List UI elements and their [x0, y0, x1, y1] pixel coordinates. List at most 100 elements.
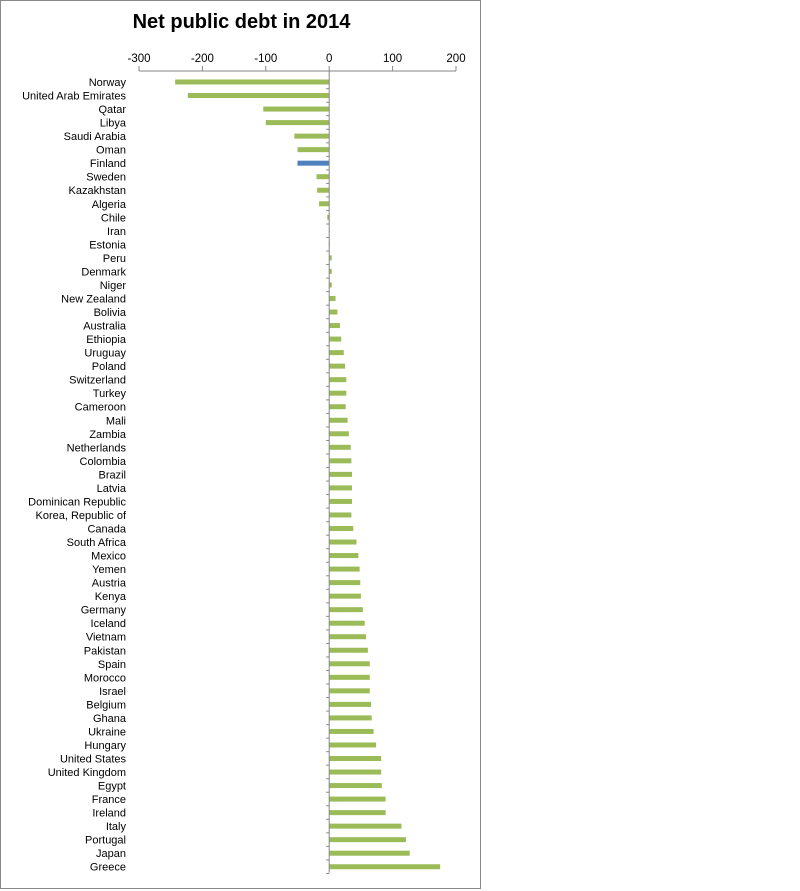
bar-united-kingdom: [329, 769, 382, 775]
category-label: Mali: [106, 415, 126, 427]
category-label: Saudi Arabia: [64, 131, 127, 143]
category-label: Uruguay: [84, 348, 126, 360]
category-label: Yemen: [92, 564, 126, 576]
bar-germany: [329, 607, 363, 613]
x-tick-label: -200: [191, 53, 214, 65]
bar-sweden: [316, 174, 330, 180]
bar-ghana: [329, 715, 372, 721]
bar-vietnam: [329, 634, 366, 640]
x-axis: -300 -200 -100 0 100 200: [127, 53, 466, 874]
category-label: United States: [60, 754, 127, 766]
category-label: South Africa: [67, 537, 127, 549]
bar-italy: [329, 823, 402, 829]
chart-frame: Net public debt in 2014 -300 -200 -100 0 100…: [0, 0, 481, 889]
category-label: Poland: [92, 361, 126, 373]
category-label: Morocco: [84, 672, 126, 684]
category-label: Ethiopia: [86, 334, 127, 346]
bar-peru: [329, 255, 332, 261]
category-label: Mexico: [91, 551, 126, 563]
category-label: Zambia: [89, 429, 127, 441]
category-label: Cameroon: [75, 402, 126, 414]
category-label: United Arab Emirates: [22, 91, 126, 103]
x-tick-label: 100: [383, 53, 402, 65]
bar-japan: [329, 850, 410, 856]
category-label: Colombia: [80, 456, 127, 468]
bar-mexico: [329, 553, 359, 559]
category-label: Canada: [87, 523, 126, 535]
bar-ukraine: [329, 728, 374, 734]
category-label: Turkey: [93, 388, 127, 400]
bar-cameroon: [329, 404, 346, 410]
category-label: Korea, Republic of: [36, 510, 127, 522]
bar-new-zealand: [329, 295, 336, 301]
bar-kazakhstan: [317, 187, 330, 193]
category-label: Estonia: [89, 239, 127, 251]
bar-chart: -300 -200 -100 0 100 200 Norway United Arab Em…: [22, 53, 466, 874]
category-label: Peru: [103, 253, 126, 265]
bar-qatar: [263, 106, 330, 112]
category-label: Israel: [99, 686, 126, 698]
category-label: Latvia: [97, 483, 127, 495]
category-label: Algeria: [92, 199, 127, 211]
category-label: Brazil: [98, 469, 126, 481]
category-label: Chile: [101, 212, 126, 224]
bar-australia: [329, 323, 340, 329]
bar-finland: [297, 160, 330, 166]
category-label: United Kingdom: [48, 767, 126, 779]
category-label: France: [92, 794, 126, 806]
category-label: Bolivia: [94, 307, 127, 319]
category-label: Norway: [89, 77, 127, 89]
category-label: Greece: [90, 862, 126, 874]
bar-united-arab-emirates: [187, 93, 330, 99]
bar-iceland: [329, 620, 365, 626]
category-label: Ukraine: [88, 726, 126, 738]
bar-austria: [329, 580, 361, 586]
category-label: Iceland: [91, 618, 126, 630]
bar-chile: [327, 214, 330, 220]
bar-algeria: [319, 201, 330, 207]
bar-kenya: [329, 593, 361, 599]
bar-ethiopia: [329, 336, 342, 342]
bar-saudi-arabia: [294, 133, 330, 139]
bar-oman: [297, 147, 330, 153]
category-label: Iran: [107, 226, 126, 238]
category-label: Portugal: [85, 835, 126, 847]
category-label: Italy: [106, 821, 127, 833]
category-label: Denmark: [81, 266, 126, 278]
bar-norway: [175, 79, 330, 85]
bar-hungary: [329, 742, 377, 748]
category-label: New Zealand: [61, 293, 126, 305]
bar-yemen: [329, 566, 360, 572]
x-tick-label: -100: [254, 53, 277, 65]
category-label: Oman: [96, 145, 126, 157]
bars-layer: [175, 79, 441, 870]
bar-latvia: [329, 485, 353, 491]
category-label: Ghana: [93, 713, 127, 725]
category-label: Egypt: [98, 781, 126, 793]
category-label: Libya: [100, 118, 127, 130]
bar-brazil: [329, 471, 353, 477]
bar-pakistan: [329, 647, 368, 653]
bar-switzerland: [329, 377, 347, 383]
bar-niger: [329, 282, 332, 288]
bar-egypt: [329, 783, 382, 789]
category-label: Kazakhstan: [69, 185, 126, 197]
bar-poland: [329, 363, 346, 369]
bar-canada: [329, 525, 354, 531]
bar-uruguay: [329, 350, 344, 356]
bar-israel: [329, 688, 370, 694]
bar-greece: [329, 864, 441, 870]
bar-libya: [265, 120, 330, 126]
x-tick-label: -300: [127, 53, 150, 65]
category-label: Austria: [92, 578, 127, 590]
bar-denmark: [329, 268, 332, 274]
bar-mali: [329, 417, 348, 423]
category-label: Switzerland: [69, 375, 126, 387]
category-label: Spain: [98, 659, 126, 671]
bar-dominican-republic: [329, 498, 353, 504]
category-label: Finland: [90, 158, 126, 170]
bar-korea-republic-of: [329, 512, 352, 518]
category-label: Australia: [83, 321, 127, 333]
category-label: Netherlands: [67, 442, 127, 454]
